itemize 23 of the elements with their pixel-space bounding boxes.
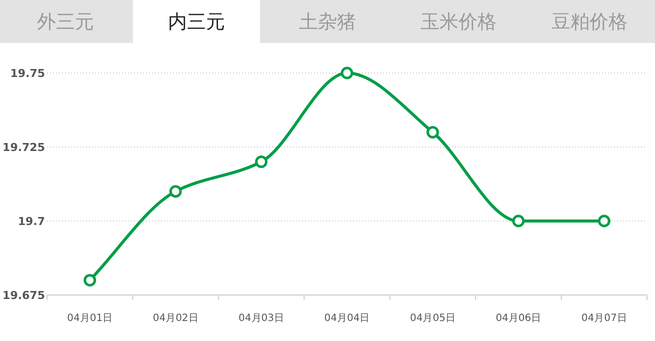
- point: [426, 126, 439, 138]
- x-tick-label: 04月02日: [152, 313, 198, 324]
- x-tick-label: 04月06日: [496, 313, 542, 324]
- point: [340, 66, 354, 80]
- point: [512, 214, 525, 228]
- point: [169, 185, 182, 198]
- x-tick-label: 04月07日: [581, 313, 627, 324]
- y-tick-label: 19.675: [2, 289, 45, 302]
- point: [255, 156, 268, 168]
- x-tick-label: 04月03日: [238, 313, 284, 324]
- x-tick-label: 04月05日: [410, 313, 456, 324]
- text: 土杂猪: [299, 11, 356, 33]
- text: 玉米价格: [420, 11, 496, 33]
- x-tick-label: 04月01日: [67, 313, 113, 324]
- x-tick-label: 04月04日: [324, 313, 370, 324]
- text: 豆粕价格: [552, 11, 628, 33]
- point: [84, 274, 96, 286]
- point: [598, 214, 610, 228]
- chart-title: 内三元: [168, 11, 225, 33]
- y-tick-label: 19.725: [2, 141, 45, 154]
- y-tick-label: 19.7: [18, 215, 45, 228]
- y-tick-label: 19.75: [10, 67, 45, 80]
- text: 外三元: [37, 11, 94, 33]
